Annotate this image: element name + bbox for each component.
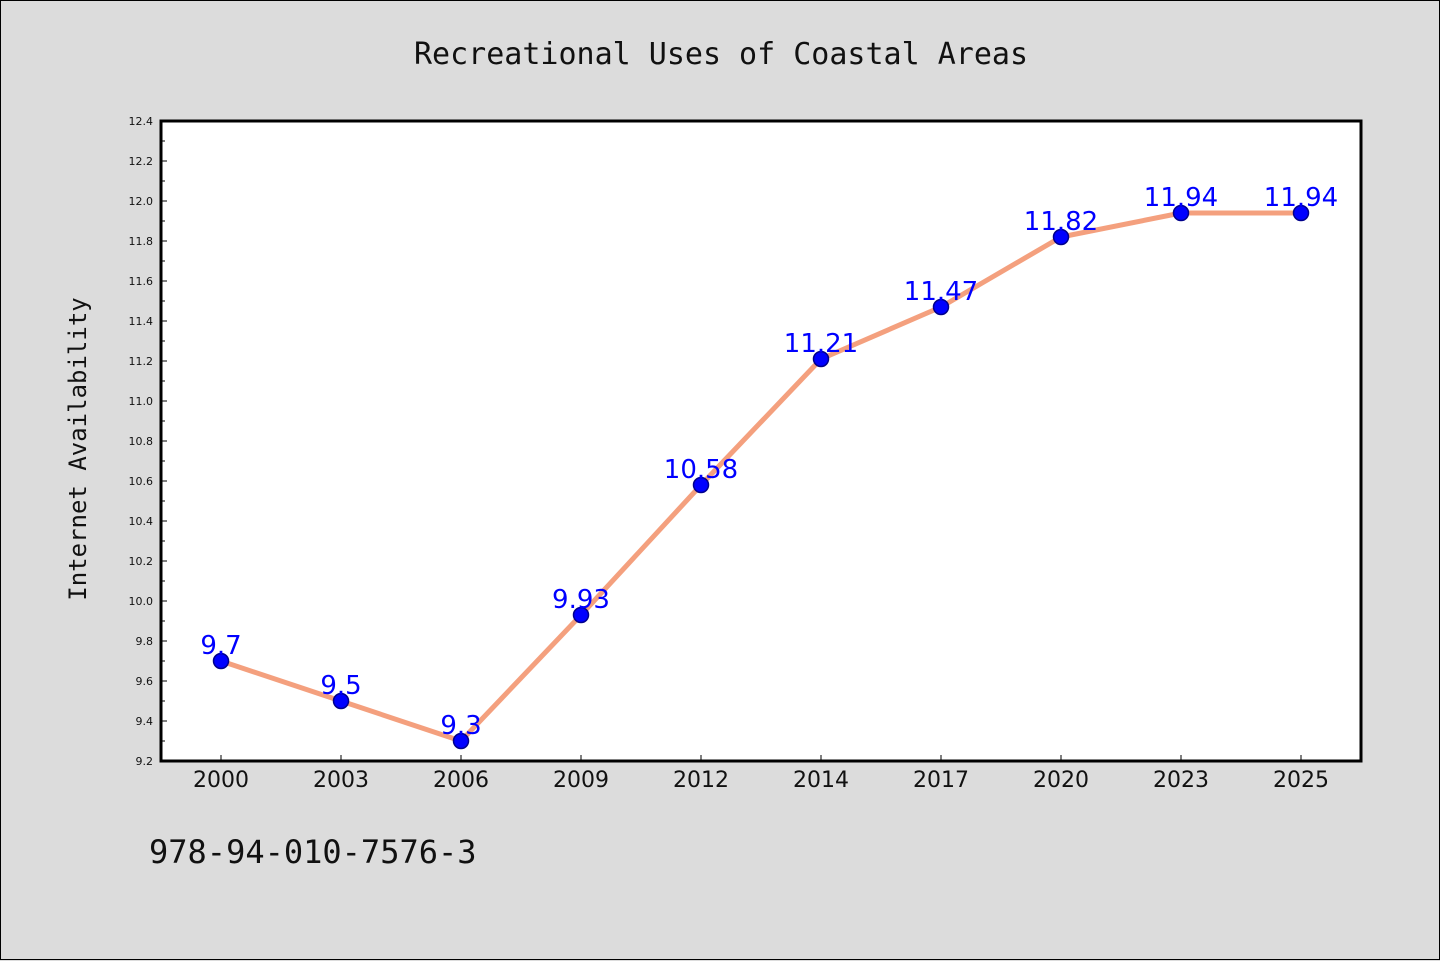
data-label: 9.3: [440, 711, 481, 741]
x-tick-label: 2014: [793, 768, 849, 793]
plot-area: [159, 119, 1363, 763]
data-point: [1052, 228, 1070, 246]
x-tick-label: 2003: [313, 768, 369, 793]
y-tick-label: 10.0: [129, 595, 154, 608]
y-tick-label: 10.2: [129, 555, 154, 568]
y-tick-label: 11.6: [129, 275, 154, 288]
data-label: 11.94: [1264, 183, 1338, 213]
x-tick-label: 2009: [553, 768, 609, 793]
data-label: 9.5: [320, 671, 361, 701]
y-tick-label: 9.2: [136, 755, 154, 768]
y-tick-label: 12.2: [129, 155, 154, 168]
y-axis: 9.2 9.4 9.6 9.8 10.0 10.2 10.4 10.6 10.8 11.0 11.2…: [129, 115, 167, 768]
data-labels: 9.7 9.5 9.3 9.93 10.58 11.21 11.47 11.82 11.94 11…: [200, 183, 1338, 741]
data-label: 11.21: [784, 329, 858, 359]
x-tick-label: 2006: [433, 768, 489, 793]
x-tick-label: 2020: [1033, 768, 1089, 793]
x-tick-label: 2023: [1153, 768, 1209, 793]
data-point: [212, 652, 230, 670]
data-point: [1292, 204, 1310, 222]
x-tick-label: 2000: [193, 768, 249, 793]
data-label: 11.94: [1144, 183, 1218, 213]
data-label: 11.82: [1024, 207, 1098, 237]
y-tick-label: 9.6: [136, 675, 154, 688]
y-tick-label: 11.4: [129, 315, 154, 328]
y-tick-label: 11.8: [129, 235, 154, 248]
data-point: [332, 692, 350, 710]
y-tick-label: 10.4: [129, 515, 154, 528]
series-1: [212, 204, 1310, 750]
data-point: [692, 476, 710, 494]
y-tick-label: 12.4: [129, 115, 154, 128]
x-tick-label: 2012: [673, 768, 729, 793]
x-tick-label: 2025: [1273, 768, 1329, 793]
y-tick-label: 10.8: [129, 435, 154, 448]
data-label: 9.93: [552, 585, 610, 615]
series-line: [218, 210, 1304, 744]
y-tick-label: 11.0: [129, 395, 154, 408]
y-tick-label: 11.2: [129, 355, 154, 368]
x-axis: 2000 2003 2006 2009 2012 2014 2017 2020 2023 2025: [193, 755, 1329, 793]
data-point: [932, 298, 950, 316]
y-tick-label: 9.4: [136, 715, 154, 728]
y-tick-label: 9.8: [136, 635, 154, 648]
y-axis-label: Internet Availability: [64, 297, 92, 600]
footer-code: 978-94-010-7576-3: [149, 833, 477, 871]
chart-title: Recreational Uses of Coastal Areas: [414, 37, 1028, 72]
data-label: 9.7: [200, 631, 241, 661]
y-tick-label: 12.0: [129, 195, 154, 208]
y-tick-label: 10.6: [129, 475, 154, 488]
data-point: [1172, 204, 1190, 222]
x-tick-label: 2017: [913, 768, 969, 793]
data-point: [812, 350, 830, 368]
data-label: 11.47: [904, 277, 978, 307]
data-point: [572, 606, 590, 624]
data-label: 10.58: [664, 455, 738, 485]
data-point: [452, 732, 470, 750]
